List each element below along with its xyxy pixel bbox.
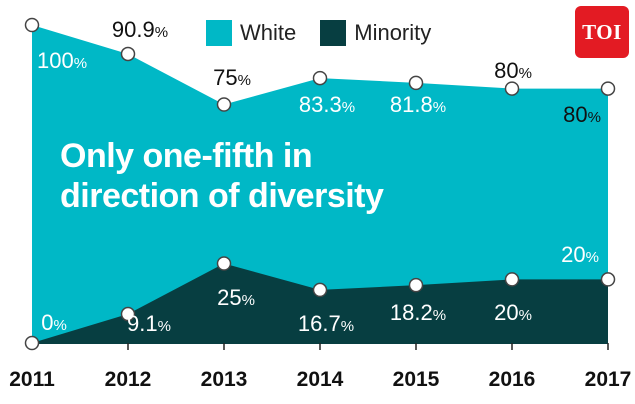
white-data-label: 75%	[213, 65, 251, 90]
white-point	[408, 75, 424, 91]
minority-data-label: 18.2%	[390, 300, 446, 325]
logo-text: TOI	[582, 19, 622, 44]
minority-point	[600, 272, 616, 287]
x-tick-label: 2013	[201, 368, 248, 391]
white-data-label: 81.8%	[390, 92, 446, 117]
white-point	[312, 70, 328, 86]
minority-point	[120, 306, 136, 322]
minority-point	[504, 272, 520, 287]
legend-label-minority: Minority	[354, 20, 432, 45]
white-point	[24, 17, 40, 33]
headline: Only one-fifth in direction of diversity	[60, 136, 384, 216]
white-data-label: 80%	[563, 102, 601, 127]
minority-data-label: 9.1%	[127, 311, 171, 336]
white-point	[216, 97, 232, 112]
white-data-label: 80%	[494, 58, 532, 83]
minority-data-label: 20%	[561, 242, 599, 267]
x-tick-label: 2016	[489, 368, 536, 391]
x-tick-label: 2011	[9, 368, 55, 391]
white-data-label: 90.9%	[112, 17, 168, 42]
white-point	[120, 46, 136, 62]
minority-point	[24, 335, 40, 351]
x-tick-label: 2014	[297, 368, 344, 391]
x-tick-label: 2017	[585, 368, 632, 391]
x-tick-label: 2012	[105, 368, 152, 391]
minority-point	[408, 277, 424, 293]
minority-area	[32, 263, 608, 343]
minority-point	[312, 282, 328, 298]
legend-item-minority: Minority	[320, 20, 431, 46]
legend-item-white: White	[206, 20, 296, 46]
legend: White Minority	[206, 20, 445, 46]
headline-line-1: Only one-fifth in	[60, 137, 313, 175]
legend-swatch-minority	[320, 20, 347, 46]
legend-label-white: White	[240, 20, 297, 45]
minority-point	[216, 256, 232, 271]
minority-data-label: 20%	[494, 300, 532, 325]
white-data-label: 100%	[37, 48, 87, 73]
white-area	[32, 25, 608, 343]
minority-data-label: 25%	[217, 285, 255, 310]
minority-data-label: 0%	[41, 310, 67, 335]
toi-logo: TOI	[575, 6, 629, 58]
white-point	[504, 81, 520, 96]
x-tick-label: 2015	[393, 368, 440, 391]
white-point	[600, 81, 616, 96]
white-data-label: 83.3%	[299, 92, 355, 117]
headline-line-2: direction of diversity	[60, 177, 384, 215]
minority-data-label: 16.7%	[298, 311, 354, 336]
legend-swatch-white	[206, 20, 232, 46]
